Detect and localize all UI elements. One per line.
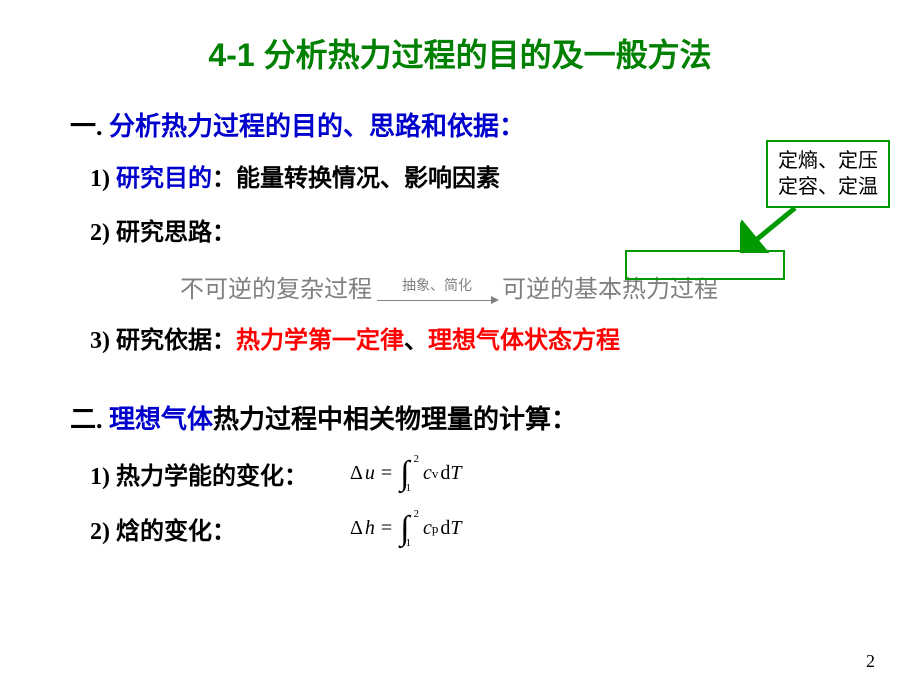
f2-c: c	[423, 517, 432, 540]
f2-sub: p	[432, 521, 439, 537]
item3-red1: 热力学第一定律	[236, 328, 404, 354]
f1-delta: Δ	[350, 462, 363, 485]
item1-num: 1)	[90, 166, 116, 192]
section2: 二. 理想气体热力过程中相关物理量的计算： 1) 热力学能的变化： Δu = ∫…	[70, 399, 850, 549]
flow-arrow: 抽象、简化	[372, 278, 502, 305]
f1-hi: 2	[413, 454, 419, 465]
item1: 1) 研究目的：能量转换情况、影响因素	[90, 161, 850, 197]
f2-hi: 2	[413, 509, 419, 520]
callout-line2: 定容、定温	[778, 174, 878, 200]
f1-integral-icon: ∫	[400, 455, 409, 493]
item2-label: 研究思路：	[116, 220, 236, 246]
item3-label: 研究依据：	[116, 328, 236, 354]
section1-heading: 一. 分析热力过程的目的、思路和依据：	[70, 106, 850, 143]
f2-integral-icon: ∫	[400, 510, 409, 548]
f2-var: h	[365, 517, 375, 540]
item3: 3) 研究依据：热力学第一定律、理想气体状态方程	[90, 323, 850, 359]
callout-line1: 定熵、定压	[778, 148, 878, 174]
f2-d: d	[440, 517, 450, 539]
f2-delta: Δ	[350, 517, 363, 540]
callout-box: 定熵、定压 定容、定温	[766, 140, 890, 208]
f2-eq: =	[381, 517, 392, 540]
f1-sub: v	[432, 466, 439, 482]
slide-title: 4-1 分析热力过程的目的及一般方法	[70, 30, 850, 76]
item2: 2) 研究思路：	[90, 215, 850, 251]
section1-heading-text: 分析热力过程的目的、思路和依据：	[109, 112, 525, 141]
section1-prefix: 一.	[70, 112, 109, 141]
flow-right-a: 可逆的	[502, 277, 574, 303]
item2-num: 2)	[90, 220, 116, 246]
highlight-box	[625, 250, 785, 280]
slide: 4-1 分析热力过程的目的及一般方法 一. 分析热力过程的目的、思路和依据： 1…	[0, 0, 920, 690]
formula2-row: 2) 焓的变化： Δh = ∫ 2 1 cp dT	[90, 509, 850, 549]
section2-heading-blue: 理想气体	[109, 405, 213, 434]
formula2-label: 2) 焓的变化：	[90, 511, 350, 546]
page-number: 2	[866, 651, 875, 672]
f1-d: d	[440, 462, 450, 484]
flow-left: 不可逆的复杂过程	[180, 277, 372, 303]
item1-label: 研究目的	[116, 166, 212, 192]
f2-dT: dT	[440, 517, 461, 540]
arrow-line	[377, 300, 497, 301]
item3-red2: 理想气体状态方程	[428, 328, 620, 354]
formula1-label: 1) 热力学能的变化：	[90, 456, 350, 491]
f2-T: T	[450, 517, 461, 539]
formula2: Δh = ∫ 2 1 cp dT	[350, 509, 462, 549]
item1-sep: ：	[212, 166, 236, 192]
item3-sep: 、	[404, 328, 428, 354]
f1-var: u	[365, 462, 375, 485]
item3-num: 3)	[90, 328, 116, 354]
formula1: Δu = ∫ 2 1 cv dT	[350, 454, 462, 494]
section2-heading-rest: 热力过程中相关物理量的计算：	[213, 405, 577, 434]
f1-dT: dT	[440, 462, 461, 485]
f1-c: c	[423, 462, 432, 485]
callout-arrow-icon	[740, 203, 810, 253]
f1-eq: =	[381, 462, 392, 485]
f1-T: T	[450, 462, 461, 484]
section2-prefix: 二.	[70, 405, 109, 434]
flow-mid-text: 抽象、简化	[402, 279, 472, 294]
item1-text: 能量转换情况、影响因素	[236, 166, 500, 192]
section2-heading: 二. 理想气体热力过程中相关物理量的计算：	[70, 399, 850, 436]
formula1-row: 1) 热力学能的变化： Δu = ∫ 2 1 cv dT	[90, 454, 850, 494]
